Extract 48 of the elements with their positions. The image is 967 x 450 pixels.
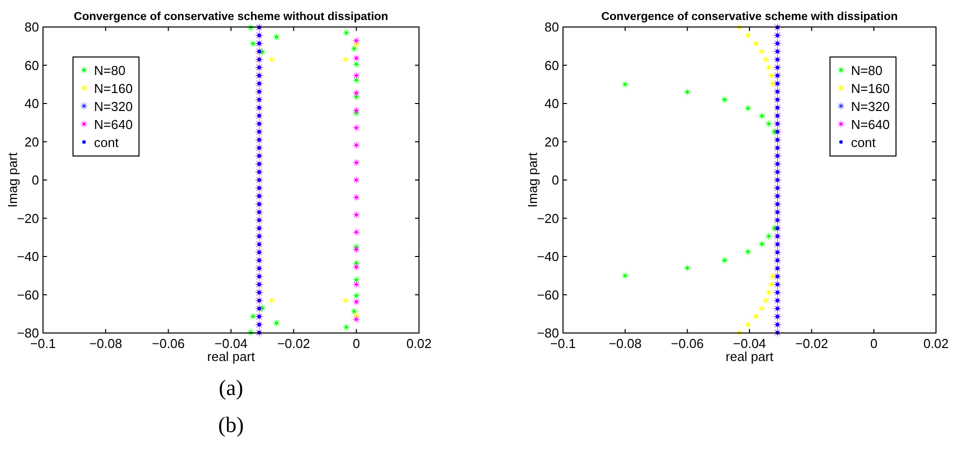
x-tick-label: −0.08 — [89, 336, 122, 351]
y-tick-label: 20 — [24, 134, 39, 150]
x-axis-title: real part — [207, 349, 256, 364]
y-tick-label: −40 — [16, 249, 39, 264]
text: (a) — [218, 375, 244, 400]
chart-title: Convergence of conservative scheme without dissipation — [74, 11, 388, 23]
x-tick-label: 0.02 — [923, 336, 949, 351]
y-tick-label: −20 — [536, 210, 559, 226]
y-tick-label: −20 — [16, 210, 39, 226]
x-tick-label: 0.02 — [406, 336, 432, 351]
y-tick-label: 80 — [24, 20, 39, 34]
x-tick-label: 0 — [870, 336, 878, 351]
legend-label: N=320 — [851, 99, 890, 114]
legend-label: N=160 — [851, 81, 890, 96]
x-tick-label: −0.04 — [214, 336, 248, 351]
y-tick-label: 60 — [24, 58, 39, 73]
x-tick-label: −0.02 — [277, 336, 310, 351]
y-tick-label: −80 — [16, 326, 39, 340]
y-tick-label: 80 — [544, 20, 559, 34]
y-tick-label: 20 — [544, 134, 559, 150]
y-axis-title: Imag part — [525, 152, 540, 208]
y-tick-label: −80 — [536, 326, 559, 340]
chart-title: Convergence of conservative scheme with dissipation — [601, 11, 898, 23]
x-tick-label: −0.08 — [608, 336, 642, 351]
x-tick-label: −0.02 — [795, 336, 828, 351]
y-tick-label: 0 — [32, 172, 39, 188]
y-tick-label: −40 — [536, 249, 559, 264]
legend-label: N=80 — [851, 63, 882, 78]
legend-label: N=320 — [94, 99, 133, 114]
y-axis-title: Imag part — [5, 152, 20, 208]
text: (b) — [218, 412, 244, 437]
y-tick-label: −60 — [16, 287, 39, 302]
x-axis-title: real part — [726, 349, 774, 364]
y-tick-label: 60 — [544, 58, 559, 73]
y-tick-label: −60 — [536, 287, 559, 302]
y-tick-label: 40 — [544, 96, 559, 111]
legend-label: cont — [94, 135, 119, 150]
legend-label: cont — [851, 135, 876, 150]
x-tick-label: −0.06 — [670, 336, 704, 351]
x-tick-label: −0.04 — [733, 336, 766, 351]
legend-label: N=640 — [94, 117, 133, 132]
legend-label: N=80 — [94, 63, 126, 78]
x-tick-label: 0 — [352, 336, 360, 351]
y-tick-label: 0 — [552, 172, 559, 188]
legend-label: N=640 — [851, 117, 890, 132]
legend-label: N=160 — [94, 81, 133, 96]
x-tick-label: −0.06 — [152, 336, 185, 351]
y-tick-label: 40 — [24, 96, 39, 111]
